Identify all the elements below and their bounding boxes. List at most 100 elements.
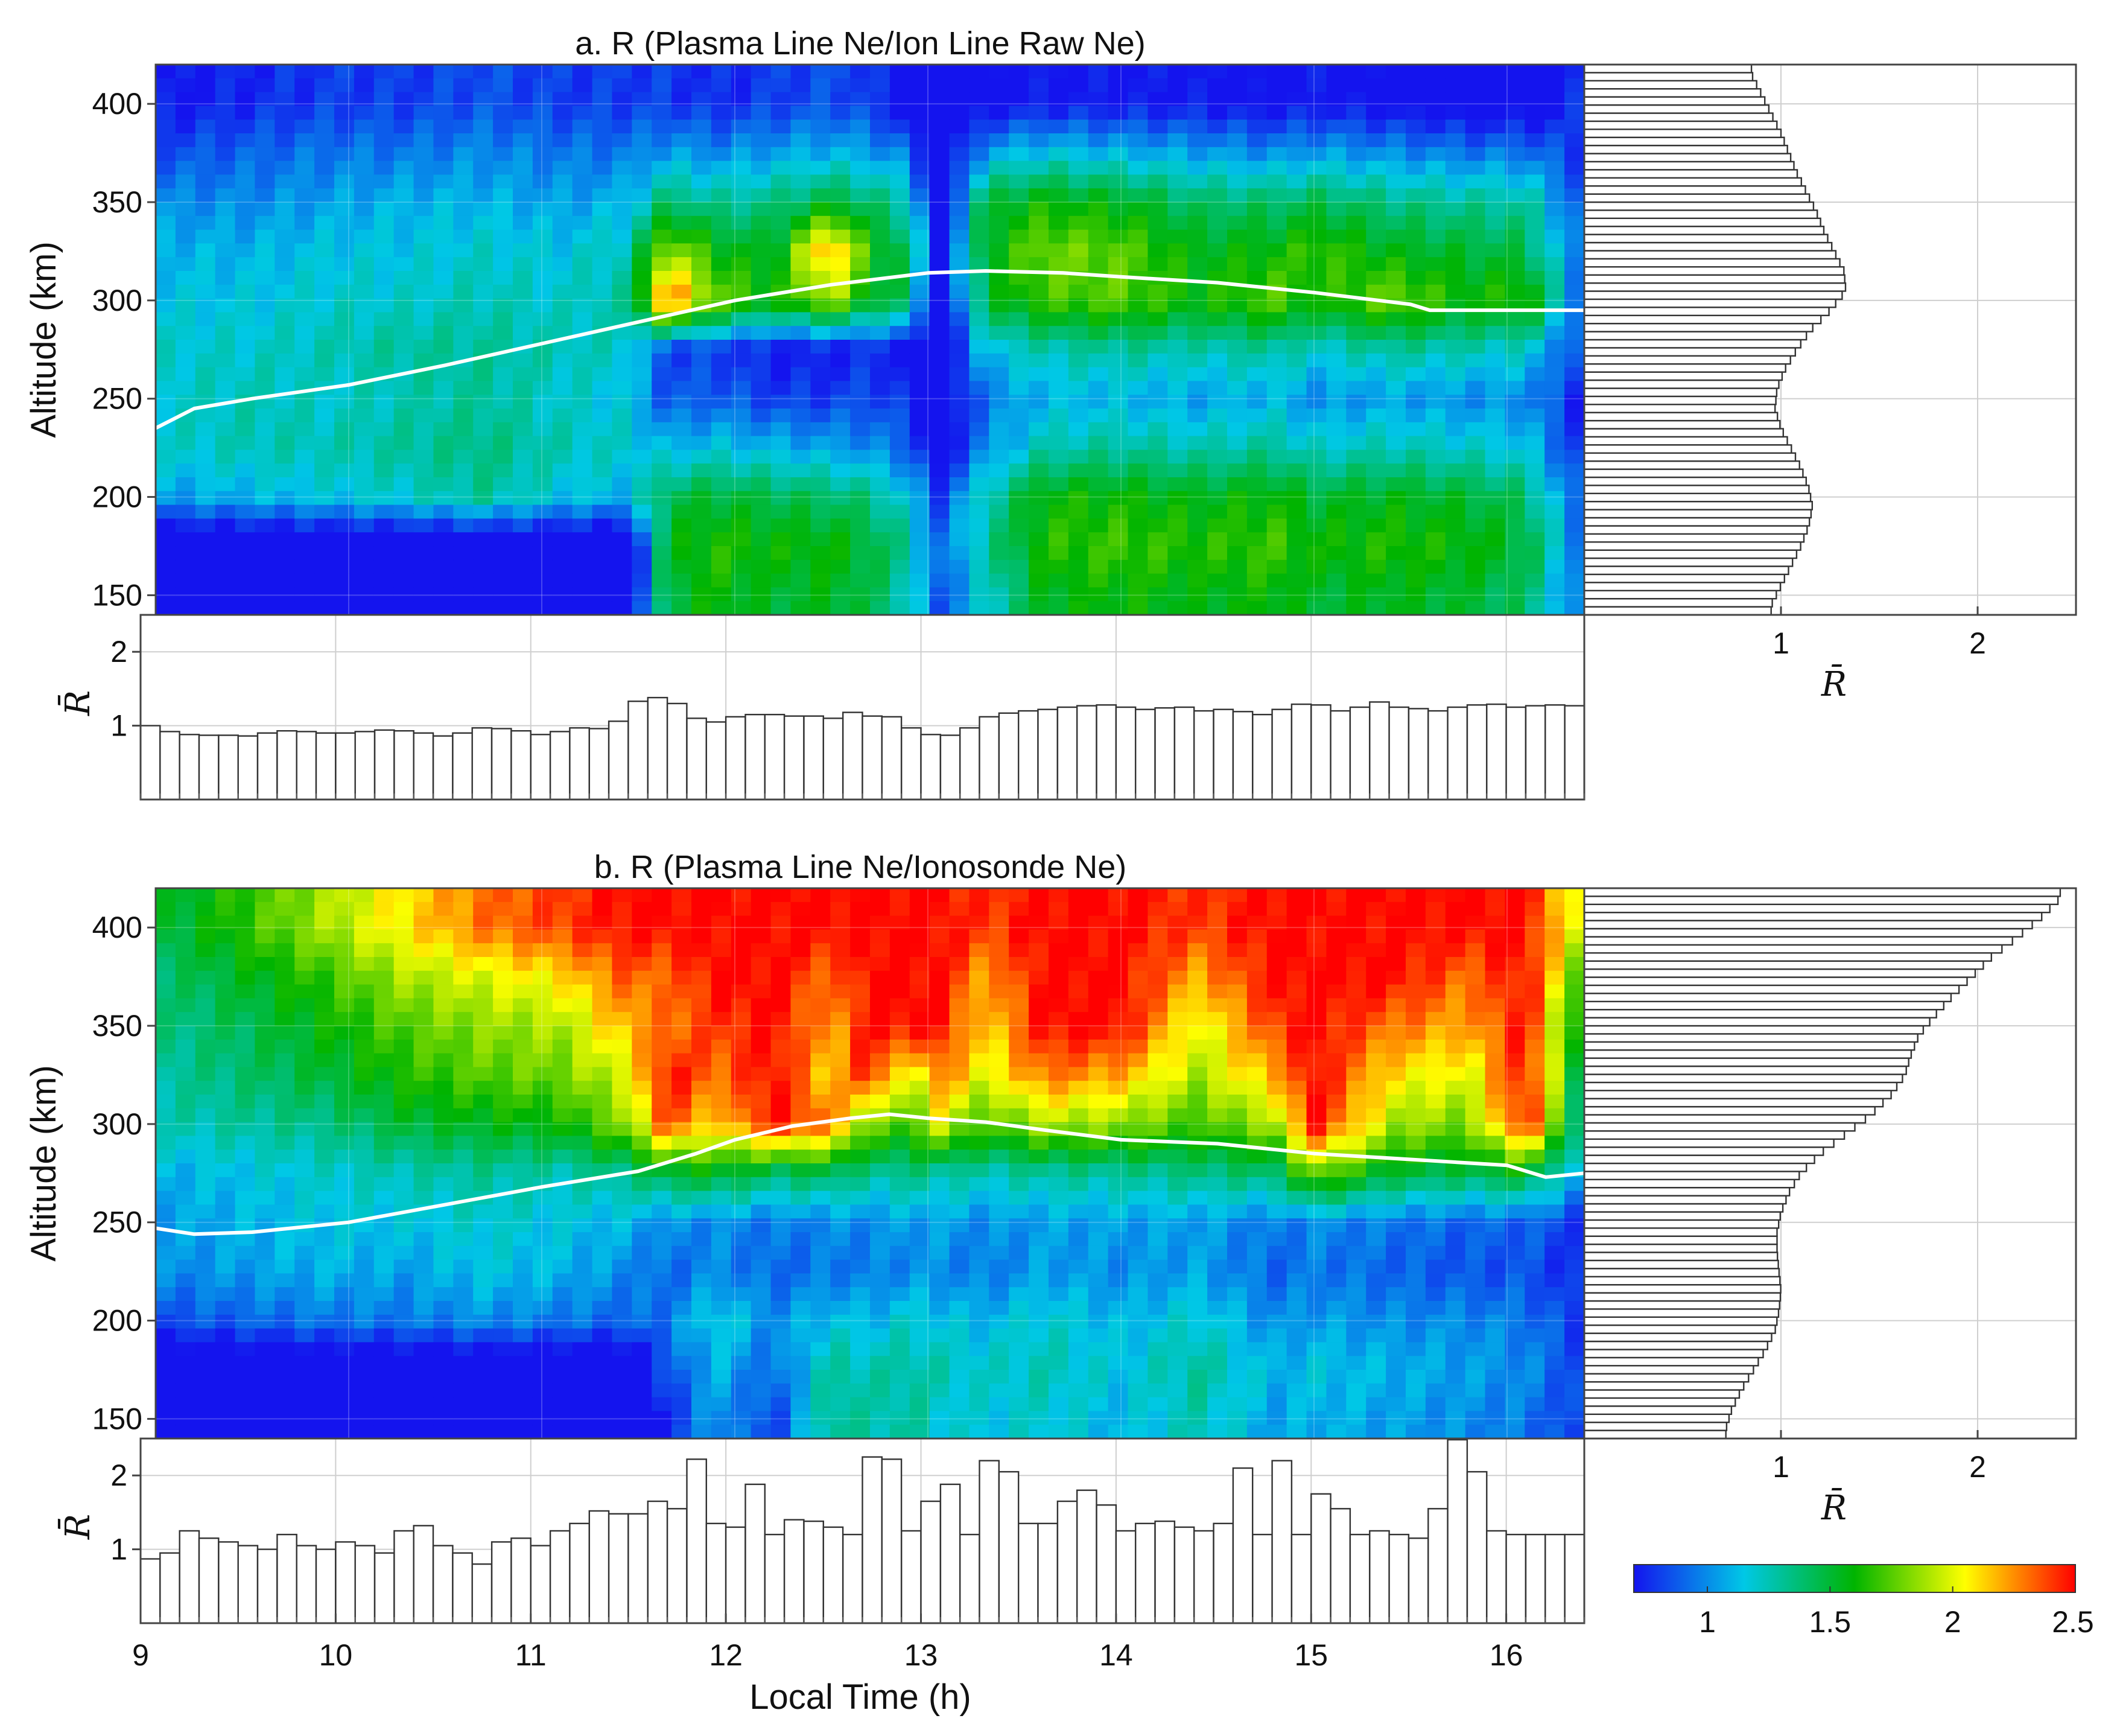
heatmap-cell — [949, 65, 970, 79]
heatmap-cell — [255, 1370, 276, 1384]
heatmap-cell — [1187, 119, 1208, 134]
heatmap-cell — [1465, 422, 1486, 437]
heatmap-cell — [810, 1191, 831, 1206]
heatmap-cell — [373, 243, 395, 258]
heatmap-cell — [1009, 271, 1030, 285]
heatmap-cell — [612, 215, 633, 231]
heatmap-cell — [314, 188, 335, 203]
heatmap-cell — [393, 929, 414, 944]
heatmap-cell — [1049, 395, 1069, 409]
heatmap-cell — [810, 1356, 831, 1370]
heatmap-cell — [850, 888, 871, 903]
heatmap-cell — [493, 984, 513, 999]
heatmap-cell — [215, 477, 236, 492]
heatmap-cell — [770, 312, 792, 327]
heatmap-cell — [1346, 229, 1367, 244]
heatmap-cell — [751, 422, 772, 437]
heatmap-cell — [314, 174, 335, 189]
heatmap-cell — [1009, 1370, 1030, 1384]
heatmap-cell — [572, 518, 593, 533]
heatmap-cell — [413, 312, 434, 327]
heatmap-cell — [652, 161, 673, 176]
heatmap-cell — [314, 587, 335, 602]
heatmap-cell — [969, 395, 990, 409]
heatmap-cell — [989, 1218, 1010, 1233]
heatmap-cell — [612, 1026, 633, 1040]
heatmap-cell — [175, 1095, 196, 1109]
heatmap-cell — [1366, 106, 1387, 121]
heatmap-cell — [156, 119, 176, 134]
heatmap-cell — [453, 518, 474, 533]
heatmap-cell — [235, 78, 256, 93]
heatmap-cell — [473, 161, 494, 176]
heatmap-cell — [532, 353, 553, 368]
heatmap-cell — [175, 312, 196, 327]
heatmap-cell — [314, 284, 335, 299]
heatmap-cell — [652, 119, 673, 134]
heatmap-cell — [969, 284, 990, 299]
heatmap-cell — [691, 587, 712, 602]
heatmap-cell — [1465, 559, 1486, 574]
heatmap-cell — [235, 1108, 256, 1123]
heatmap-cell — [731, 1383, 752, 1398]
heatmap-cell — [1246, 395, 1268, 409]
heatmap-cell — [691, 1273, 712, 1288]
heatmap-cell — [175, 1245, 196, 1261]
heatmap-cell — [711, 1425, 732, 1439]
heatmap-cell — [393, 601, 414, 615]
heatmap-cell — [1465, 326, 1486, 340]
heatmap-cell — [473, 970, 494, 985]
heatmap-cell — [1108, 326, 1129, 340]
heatmap-cell — [1128, 147, 1149, 162]
heatmap-cell — [354, 1356, 375, 1370]
heatmap-cell — [195, 1425, 216, 1439]
heatmap-cell — [1445, 504, 1466, 520]
heatmap-cell — [275, 1177, 296, 1192]
heatmap-cell — [671, 409, 692, 423]
heatmap-cell — [870, 929, 890, 944]
heatmap-cell — [671, 1301, 692, 1315]
altitude-tick-label: 350 — [92, 185, 142, 219]
heatmap-cell — [314, 1301, 335, 1315]
heatmap-cell — [632, 106, 653, 121]
heatmap-cell — [532, 1108, 553, 1123]
heatmap-cell — [195, 1177, 216, 1192]
heatmap-cell — [909, 1273, 930, 1288]
heatmap-cell — [1505, 215, 1526, 231]
side-bar — [1583, 573, 1785, 583]
heatmap-cell — [1544, 546, 1566, 561]
heatmap-cell — [1406, 491, 1426, 506]
heatmap-cell — [1108, 78, 1129, 93]
heatmap-cell — [691, 271, 712, 285]
heatmap-cell — [1227, 78, 1248, 93]
heatmap-cell — [1029, 1053, 1049, 1068]
heatmap-cell — [810, 161, 831, 176]
heatmap-cell — [1485, 243, 1506, 258]
heatmap-cell — [215, 229, 236, 244]
heatmap-cell — [770, 601, 792, 615]
panel-b-heatmap-cells — [156, 888, 1585, 1439]
heatmap-cell — [671, 271, 692, 285]
heatmap-cell — [989, 1370, 1010, 1384]
heatmap-cell — [632, 1067, 653, 1082]
heatmap-cell — [354, 161, 375, 176]
heatmap-cell — [969, 1163, 990, 1178]
heatmap-cell — [572, 1259, 593, 1274]
heatmap-cell — [1167, 463, 1189, 478]
heatmap-cell — [175, 504, 196, 520]
heatmap-cell — [1227, 353, 1248, 368]
heatmap-cell — [691, 504, 712, 520]
heatmap-cell — [314, 1095, 335, 1109]
heatmap-cell — [770, 1149, 792, 1164]
heatmap-cell — [513, 1108, 533, 1123]
heatmap-cell — [215, 491, 236, 506]
heatmap-cell — [294, 1245, 316, 1261]
heatmap-cell — [870, 1397, 890, 1412]
heatmap-cell — [1544, 477, 1566, 492]
heatmap-cell — [453, 1026, 474, 1040]
heatmap-cell — [393, 532, 414, 547]
heatmap-cell — [572, 1218, 593, 1233]
heatmap-cell — [1505, 436, 1526, 451]
heatmap-cell — [1525, 491, 1546, 506]
heatmap-cell — [1147, 65, 1169, 79]
